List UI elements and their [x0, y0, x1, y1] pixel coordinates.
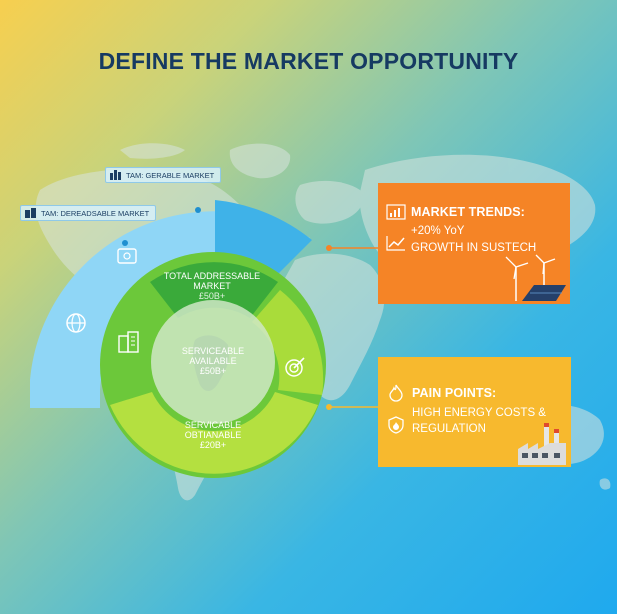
trends-heading: MARKET TRENDS: [411, 205, 525, 219]
tam-segment [150, 262, 278, 318]
pain-points-card: PAIN POINTS: HIGH ENERGY COSTS & REGULAT… [378, 357, 571, 467]
right-segment [252, 290, 324, 395]
tam-label-top: TAM: GERABLE MARKET [105, 167, 222, 183]
building-icon [25, 208, 36, 218]
building-icon [118, 331, 139, 353]
som-ring-label: SERVICABLE OBTIANABLE £20B+ [184, 420, 242, 450]
pain-line-1: HIGH ENERGY COSTS & [412, 407, 546, 419]
fire-icon [389, 384, 403, 402]
sam-ring-label: SERVICEABLE AVAILABLE £50B+ [181, 346, 245, 376]
dollar-box-icon [117, 248, 137, 264]
som-segment [110, 392, 318, 474]
market-trends-card: MARKET TRENDS: +20% YoY GROWTH IN SUSTEC… [378, 183, 570, 304]
trends-line-2: GROWTH IN SUSTECH [411, 242, 537, 254]
shield-flame-icon [388, 416, 404, 434]
globe-icon [66, 313, 86, 333]
wind-turbine-icon [505, 254, 566, 301]
tam-label-left: TAM: DEREADSABLE MARKET [20, 205, 157, 221]
line-chart-icon [386, 236, 405, 251]
page-title: DEFINE THE MARKET OPPORTUNITY [98, 48, 519, 74]
target-icon [285, 357, 305, 377]
building-icon [110, 170, 121, 180]
bar-chart-icon [386, 204, 406, 220]
pain-heading: PAIN POINTS: [412, 386, 497, 400]
tam-ring-label: TOTAL ADDRESSABLE MARKET £50B+ [163, 271, 261, 301]
trends-line-1: +20% YoY [411, 225, 465, 237]
pain-line-2: REGULATION [412, 423, 486, 435]
factory-icon [518, 423, 566, 465]
